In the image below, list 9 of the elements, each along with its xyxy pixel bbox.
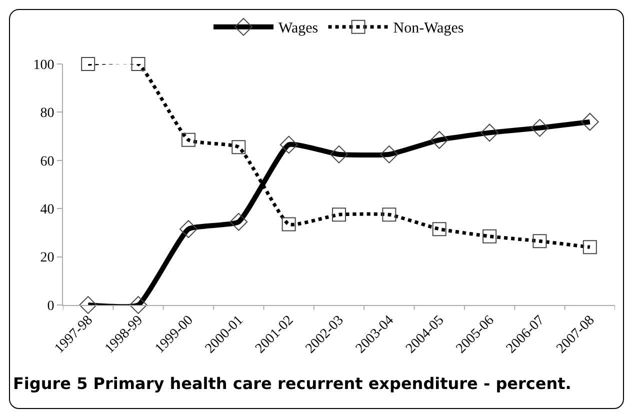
- caption: Figure 5 Primary health care recurrent expenditure - percent.: [13, 374, 572, 393]
- y-tick-label: 20: [40, 250, 54, 266]
- legend-label: Wages: [278, 20, 318, 37]
- legend-label: Non-Wages: [393, 20, 464, 37]
- y-tick-label: 100: [33, 58, 54, 73]
- y-tick-label: 0: [47, 298, 54, 314]
- y-tick-label: 60: [40, 154, 54, 170]
- y-tick-label: 80: [40, 106, 54, 122]
- y-tick-label: 40: [40, 202, 54, 218]
